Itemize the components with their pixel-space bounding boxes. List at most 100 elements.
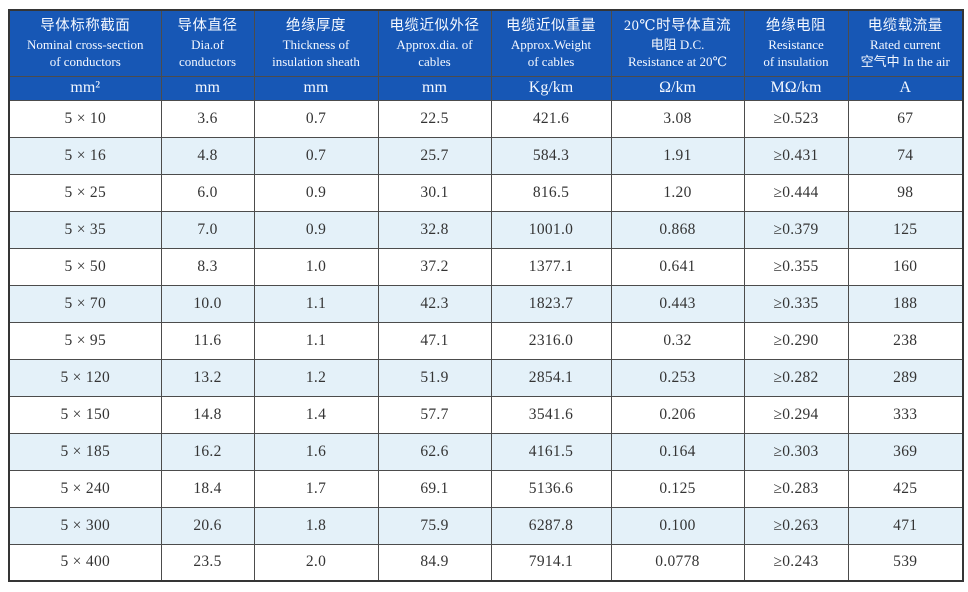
- table-cell: 1.4: [253, 395, 379, 434]
- column-header-dc-resistance: 20℃时导体直流 电阻 D.C. Resistance at 20℃: [610, 9, 745, 77]
- header-line: Rated current: [870, 36, 941, 52]
- table-row: 5 × 25 6.0 0.9 30.1 816.5 1.20 ≥0.444 98: [8, 173, 964, 212]
- header-line: 空气中 In the air: [860, 53, 950, 69]
- header-line: 绝缘厚度: [286, 17, 346, 34]
- table-row: 5 × 150 14.8 1.4 57.7 3541.6 0.206 ≥0.294 333: [8, 395, 964, 434]
- table-cell: 0.206: [610, 395, 745, 434]
- table-cell: ≥0.243: [743, 543, 849, 582]
- table-cell: 4161.5: [490, 432, 612, 471]
- table-cell: 0.253: [610, 358, 745, 397]
- table-cell: 25.7: [377, 136, 492, 175]
- table-cell: ≥0.303: [743, 432, 849, 471]
- table-cell: 539: [847, 543, 964, 582]
- table-row: 5 × 120 13.2 1.2 51.9 2854.1 0.253 ≥0.282 289: [8, 358, 964, 397]
- column-header-insulation-resistance: 绝缘电阻 Resistance of insulation: [743, 9, 849, 77]
- table-cell: ≥0.444: [743, 173, 849, 212]
- table-cell: 0.125: [610, 469, 745, 508]
- table-cell: 5 × 70: [8, 284, 162, 323]
- table-cell: 69.1: [377, 469, 492, 508]
- table-cell: 3.08: [610, 99, 745, 138]
- table-row: 5 × 16 4.8 0.7 25.7 584.3 1.91 ≥0.431 74: [8, 136, 964, 175]
- table-cell: 6287.8: [490, 506, 612, 545]
- table-cell: 47.1: [377, 321, 492, 360]
- unit-cell: MΩ/km: [743, 75, 849, 101]
- table-cell: 0.868: [610, 210, 745, 249]
- table-row: 5 × 95 11.6 1.1 47.1 2316.0 0.32 ≥0.290 238: [8, 321, 964, 360]
- header-line: Resistance: [768, 36, 824, 52]
- table-cell: 18.4: [160, 469, 255, 508]
- table-cell: 30.1: [377, 173, 492, 212]
- table-cell: 125: [847, 210, 964, 249]
- column-header-insulation-thickness: 绝缘厚度 Thickness of insulation sheath: [253, 9, 379, 77]
- table-cell: 67: [847, 99, 964, 138]
- header-title-row: 导体标称截面 Nominal cross-section of conducto…: [8, 9, 964, 77]
- table-row: 5 × 240 18.4 1.7 69.1 5136.6 0.125 ≥0.283 425: [8, 469, 964, 508]
- table-cell: 1.91: [610, 136, 745, 175]
- table-cell: 1.20: [610, 173, 745, 212]
- table-cell: 10.0: [160, 284, 255, 323]
- table-cell: 2316.0: [490, 321, 612, 360]
- table-cell: 37.2: [377, 247, 492, 286]
- table-cell: 3.6: [160, 99, 255, 138]
- header-line: Approx.Weight: [510, 36, 592, 52]
- unit-cell: mm: [253, 75, 379, 101]
- table-cell: 22.5: [377, 99, 492, 138]
- table-cell: 471: [847, 506, 964, 545]
- table-cell: 8.3: [160, 247, 255, 286]
- table-header: 导体标称截面 Nominal cross-section of conducto…: [8, 9, 964, 101]
- table-cell: 238: [847, 321, 964, 360]
- table-cell: 5 × 120: [8, 358, 162, 397]
- table-body: 5 × 10 3.6 0.7 22.5 421.6 3.08 ≥0.523 67 5 × 16 4…: [8, 99, 964, 582]
- header-line: Approx.dia. of: [396, 36, 473, 52]
- table-cell: 75.9: [377, 506, 492, 545]
- table-row: 5 × 35 7.0 0.9 32.8 1001.0 0.868 ≥0.379 125: [8, 210, 964, 249]
- header-line: 电缆载流量: [867, 17, 943, 34]
- table-cell: 98: [847, 173, 964, 212]
- table-cell: 1377.1: [490, 247, 612, 286]
- table-cell: 0.641: [610, 247, 745, 286]
- column-header-conductor-diameter: 导体直径 Dia.of conductors: [160, 9, 255, 77]
- table-row: 5 × 50 8.3 1.0 37.2 1377.1 0.641 ≥0.355 160: [8, 247, 964, 286]
- table-cell: 14.8: [160, 395, 255, 434]
- table-cell: 5 × 400: [8, 543, 162, 582]
- table-cell: 2854.1: [490, 358, 612, 397]
- table-cell: 57.7: [377, 395, 492, 434]
- table-cell: ≥0.294: [743, 395, 849, 434]
- table-cell: 0.443: [610, 284, 745, 323]
- table-cell: 0.9: [253, 210, 379, 249]
- table-cell: 0.0778: [610, 543, 745, 582]
- table-cell: 5 × 300: [8, 506, 162, 545]
- table-cell: 42.3: [377, 284, 492, 323]
- table-cell: 1.0: [253, 247, 379, 286]
- table-cell: 11.6: [160, 321, 255, 360]
- table-cell: 369: [847, 432, 964, 471]
- header-line: insulation sheath: [272, 53, 360, 69]
- table-cell: 0.7: [253, 136, 379, 175]
- table-cell: 51.9: [377, 358, 492, 397]
- table-cell: 7.0: [160, 210, 255, 249]
- column-header-rated-current: 电缆载流量 Rated current 空气中 In the air: [847, 9, 964, 77]
- table-cell: 16.2: [160, 432, 255, 471]
- table-cell: ≥0.523: [743, 99, 849, 138]
- table-row: 5 × 10 3.6 0.7 22.5 421.6 3.08 ≥0.523 67: [8, 99, 964, 138]
- column-header-approx-diameter: 电缆近似外径 Approx.dia. of cables: [377, 9, 492, 77]
- unit-cell: mm: [160, 75, 255, 101]
- header-line: 导体直径: [177, 17, 238, 34]
- header-line: conductors: [178, 53, 237, 69]
- header-line: 导体标称截面: [40, 17, 131, 34]
- header-line: 电缆近似外径: [389, 17, 480, 34]
- table-cell: 7914.1: [490, 543, 612, 582]
- table-cell: 5 × 185: [8, 432, 162, 471]
- table-cell: 816.5: [490, 173, 612, 212]
- table-cell: 13.2: [160, 358, 255, 397]
- table-cell: 5 × 240: [8, 469, 162, 508]
- table-cell: ≥0.379: [743, 210, 849, 249]
- header-line: 电阻 D.C.: [650, 36, 705, 52]
- table-cell: 3541.6: [490, 395, 612, 434]
- cable-spec-table: 导体标称截面 Nominal cross-section of conducto…: [8, 9, 964, 582]
- table-cell: 2.0: [253, 543, 379, 582]
- table-cell: 584.3: [490, 136, 612, 175]
- header-line: Resistance at 20℃: [627, 53, 728, 69]
- table-cell: 23.5: [160, 543, 255, 582]
